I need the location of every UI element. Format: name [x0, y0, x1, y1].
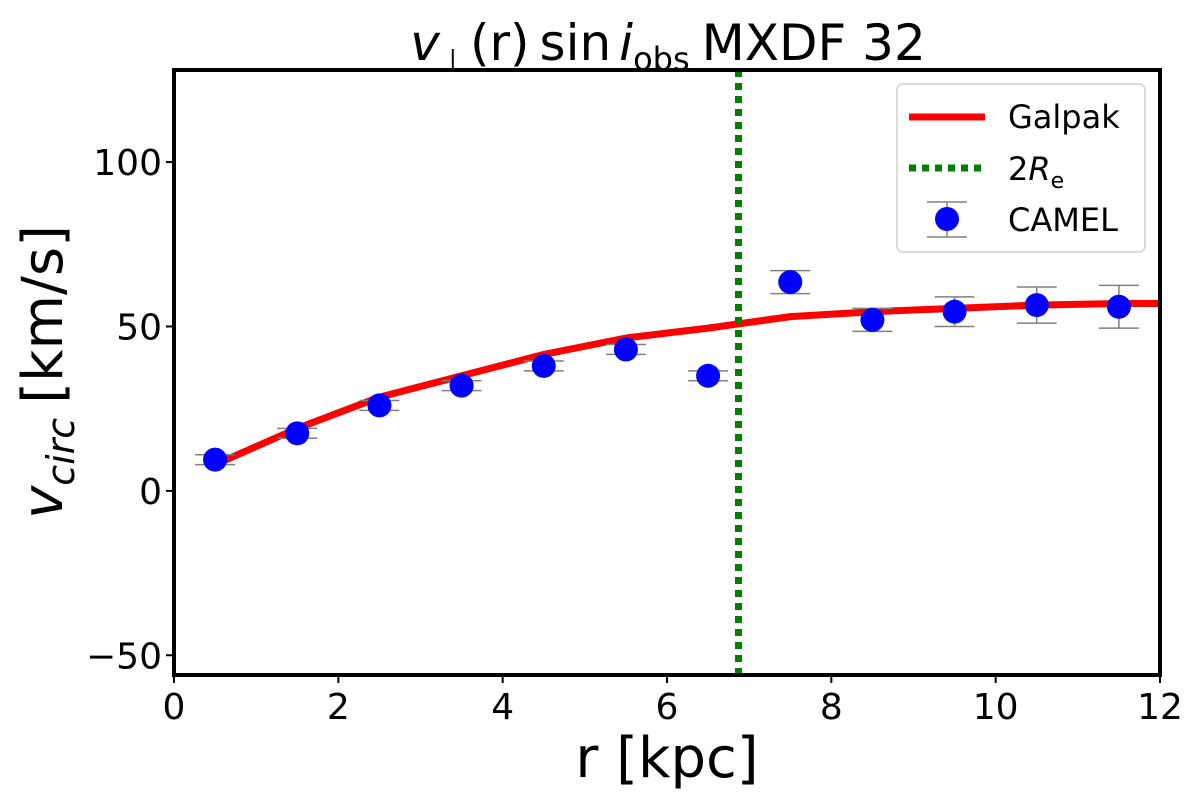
camel-data-point [285, 421, 310, 446]
galpak-model-line [213, 300, 1160, 468]
x-tick-label: 10 [973, 687, 1019, 728]
y-tick-label: −50 [86, 636, 162, 677]
camel-data-point [942, 299, 967, 324]
legend-camel-label: CAMEL [1008, 201, 1118, 239]
camel-data-point [860, 307, 885, 332]
camel-data-point [613, 337, 638, 362]
y-axis-label: vcirc[km/s] [11, 225, 83, 519]
x-tick-label: 8 [820, 687, 843, 728]
x-tick-label: 12 [1137, 687, 1183, 728]
x-axis-label: r [kpc] [575, 726, 758, 791]
camel-data-point [696, 363, 721, 388]
legend-galpak-label: Galpak [1008, 98, 1120, 136]
camel-data-point [367, 393, 392, 418]
x-tick-label: 0 [163, 687, 186, 728]
x-tick-label: 6 [656, 687, 679, 728]
camel-data-point [531, 353, 556, 378]
y-tick-label: 0 [139, 472, 162, 513]
legend-box [896, 83, 1146, 253]
camel-data-point [203, 447, 228, 472]
y-tick-label: 50 [116, 307, 162, 348]
camel-data-point [778, 270, 803, 295]
camel-data-point [1024, 293, 1049, 318]
y-tick-label: 100 [93, 143, 162, 184]
camel-data-point [1106, 294, 1131, 319]
legend-camel-marker [935, 207, 959, 231]
legend: Galpak 2Re CAMEL [896, 83, 1146, 253]
legend-re-label: 2Re [1008, 150, 1064, 194]
x-tick-label: 4 [491, 687, 514, 728]
x-tick-label: 2 [327, 687, 350, 728]
plot-frame [172, 68, 1162, 677]
camel-data-point [449, 373, 474, 398]
